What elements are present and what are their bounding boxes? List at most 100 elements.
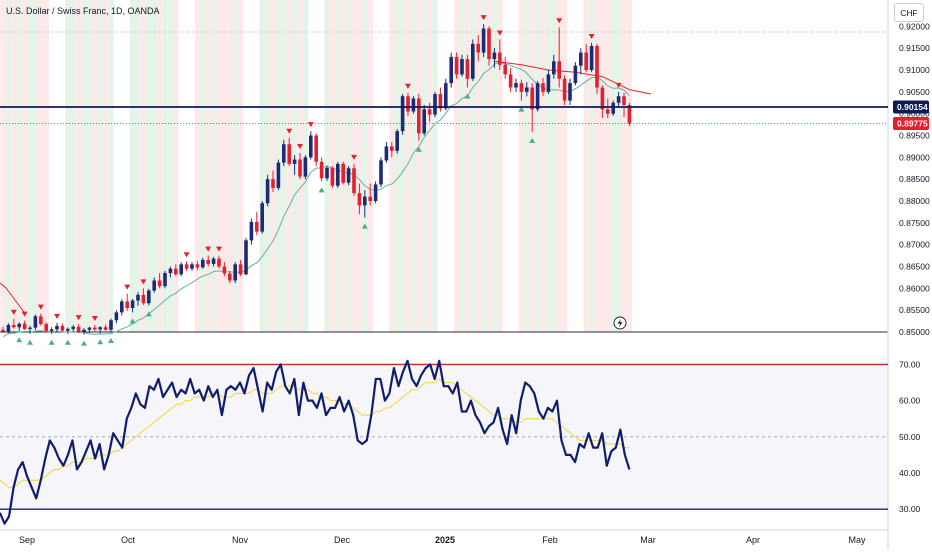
session-band	[32, 0, 39, 332]
session-band	[38, 0, 44, 332]
candle-body	[390, 146, 394, 151]
candle-body	[627, 104, 632, 124]
candle-body	[530, 87, 534, 110]
session-band	[0, 0, 6, 332]
session-band	[362, 0, 368, 332]
currency-button[interactable]: CHF	[894, 3, 924, 22]
price-tick-label: 0.85000	[899, 327, 930, 337]
buy-signal-marker	[108, 338, 114, 343]
session-band	[416, 0, 422, 332]
session-band	[421, 0, 427, 332]
candle-body	[471, 43, 475, 79]
session-band	[367, 0, 373, 332]
ma-line	[2, 61, 630, 338]
candle-body	[465, 59, 470, 79]
candle-body	[487, 28, 491, 60]
candle-body	[303, 157, 308, 177]
session-band	[356, 0, 363, 332]
candle-body	[1, 329, 5, 332]
price-tick-label: 0.91000	[899, 65, 930, 75]
session-bands	[0, 0, 633, 332]
session-band	[21, 0, 28, 332]
candle-body	[557, 61, 561, 79]
session-band	[394, 0, 400, 332]
time-axis-label: May	[848, 535, 866, 545]
time-axis-label: Oct	[121, 535, 136, 545]
session-band	[102, 0, 109, 332]
candle-body	[287, 144, 291, 164]
candle-body	[66, 328, 70, 331]
session-band	[216, 0, 222, 332]
session-band	[610, 0, 616, 332]
candle-body	[6, 325, 11, 332]
candle-body	[82, 329, 86, 332]
session-band	[540, 0, 546, 332]
session-band	[497, 0, 503, 332]
candle-body	[190, 264, 194, 269]
candle-body	[373, 184, 378, 202]
current-price-tag	[893, 100, 929, 114]
candle-body	[552, 61, 556, 75]
oscillator-pane	[0, 359, 888, 525]
session-band	[43, 0, 49, 332]
last-price-tag	[893, 117, 929, 131]
buy-signal-marker	[129, 318, 136, 324]
candle-body	[211, 258, 216, 264]
session-band	[16, 0, 22, 332]
session-band	[594, 0, 600, 332]
candle-body	[498, 52, 502, 65]
price-tick-label: 0.86000	[899, 283, 930, 293]
price-tick-label: 0.87000	[899, 240, 930, 250]
sell-signal-marker	[216, 246, 222, 252]
candle-body	[109, 320, 113, 330]
session-band	[259, 0, 265, 332]
price-tick-label: 0.89500	[899, 131, 930, 141]
session-band	[232, 0, 238, 332]
session-band	[135, 0, 141, 332]
grid	[0, 0, 889, 550]
candle-body	[114, 312, 119, 321]
session-band	[621, 0, 627, 332]
candle-body	[438, 94, 443, 109]
candle-body	[584, 52, 588, 71]
session-band	[227, 0, 233, 332]
session-band	[599, 0, 606, 332]
candle-body	[611, 102, 615, 114]
session-band	[86, 0, 93, 332]
candle-body	[244, 240, 248, 275]
price-tick-label: 0.87500	[899, 218, 930, 228]
sell-signal-marker	[140, 279, 147, 285]
candle-body	[147, 290, 151, 304]
candle-body	[325, 167, 329, 179]
session-band	[405, 0, 411, 332]
session-band	[270, 0, 276, 332]
sell-signal-marker	[496, 30, 503, 36]
candle-body	[39, 316, 43, 325]
candle-body	[352, 168, 356, 194]
candle-body	[449, 56, 453, 84]
candle-body	[22, 323, 27, 329]
candle-body	[179, 264, 183, 275]
candle-body	[568, 83, 572, 101]
session-band	[162, 0, 168, 332]
session-band	[626, 0, 633, 332]
oscillator-tick-label: 40.00	[899, 468, 921, 478]
session-band	[426, 0, 433, 332]
candle-body	[60, 325, 65, 331]
candle-body	[49, 329, 54, 332]
buy-signal-marker	[518, 106, 525, 112]
candle-body	[400, 96, 405, 132]
session-band	[140, 0, 147, 332]
session-band	[432, 0, 438, 332]
session-band	[5, 0, 12, 332]
session-band	[561, 0, 568, 332]
lightning-icon[interactable]	[613, 316, 627, 330]
session-band	[459, 0, 465, 332]
price-tags: 0.90154 0.89775	[0, 100, 929, 131]
candle-body	[368, 196, 372, 202]
time-axis-label: Nov	[232, 535, 249, 545]
candle-body	[255, 221, 259, 232]
candle-body	[514, 83, 518, 88]
candle-body	[292, 159, 297, 164]
